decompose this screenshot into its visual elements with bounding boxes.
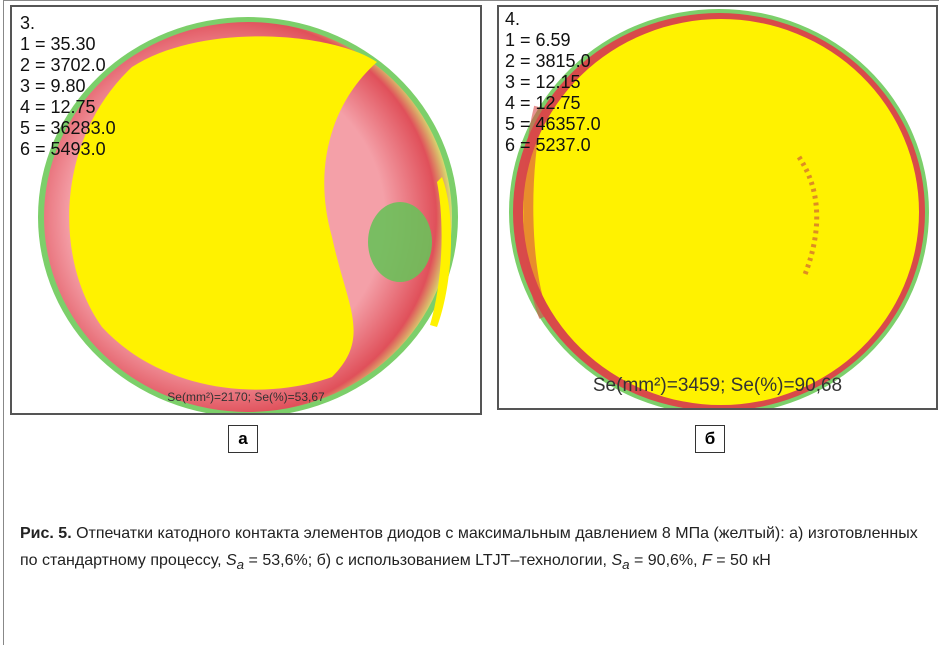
caption-text: = 50 кН (711, 552, 771, 569)
measurement-line: 3 = 12.15 (505, 72, 581, 92)
panel-a: 3. 1 = 35.30 2 = 3702.0 3 = 9.80 4 = 12.75 5… (10, 5, 482, 415)
caption-text: = 53,6%; б) с использованием LTJT–технол… (244, 552, 612, 569)
symbol: S (226, 552, 237, 569)
panel-footer: Se(mm²)=2170; Se(%)=53,67 (167, 390, 325, 404)
panel-tag: а (228, 425, 258, 453)
panel-tag: б (695, 425, 725, 453)
figure-caption: Рис. 5. Отпечатки катодного контакта эле… (20, 520, 935, 578)
subscript: a (236, 557, 245, 573)
panel-lines: 1 = 35.30 2 = 3702.0 3 = 9.80 4 = 12.75 5 = … (20, 34, 116, 160)
measurement-line: 3 = 9.80 (20, 76, 86, 96)
measurement-line: 1 = 35.30 (20, 34, 96, 54)
caption-text: Отпечатки катодного контакта элементов д… (20, 525, 918, 569)
panel-footer: Se(mm²)=3459; Se(%)=90,68 (592, 375, 843, 396)
measurement-line: 5 = 36283.0 (20, 118, 116, 138)
symbol: F (702, 552, 712, 569)
measurement-line: 1 = 6.59 (505, 30, 571, 50)
caption-label: Рис. 5. (20, 525, 72, 542)
measurement-line: 4 = 12.75 (505, 93, 581, 113)
print-b (509, 9, 929, 408)
measurement-line: 5 = 46357.0 (505, 114, 601, 134)
print-a (38, 17, 458, 413)
figure-frame (3, 0, 939, 645)
measurement-line: 6 = 5493.0 (20, 139, 106, 159)
panel-header: 4. (505, 9, 521, 29)
panel-lines: 1 = 6.59 2 = 3815.0 3 = 12.15 4 = 12.75 5 = … (505, 30, 601, 156)
measurement-line: 2 = 3702.0 (20, 55, 106, 75)
symbol: S (611, 552, 623, 569)
measurement-line: 6 = 5237.0 (505, 135, 591, 155)
panel-b: 4. 1 = 6.59 2 = 3815.0 3 = 12.15 4 = 12.75 5… (497, 5, 938, 410)
caption-text: = 90,6%, (629, 552, 703, 569)
subscript: a (622, 557, 630, 573)
measurement-line: 2 = 3815.0 (505, 51, 591, 71)
panel-header: 3. (20, 13, 36, 33)
measurement-line: 4 = 12.75 (20, 97, 96, 117)
